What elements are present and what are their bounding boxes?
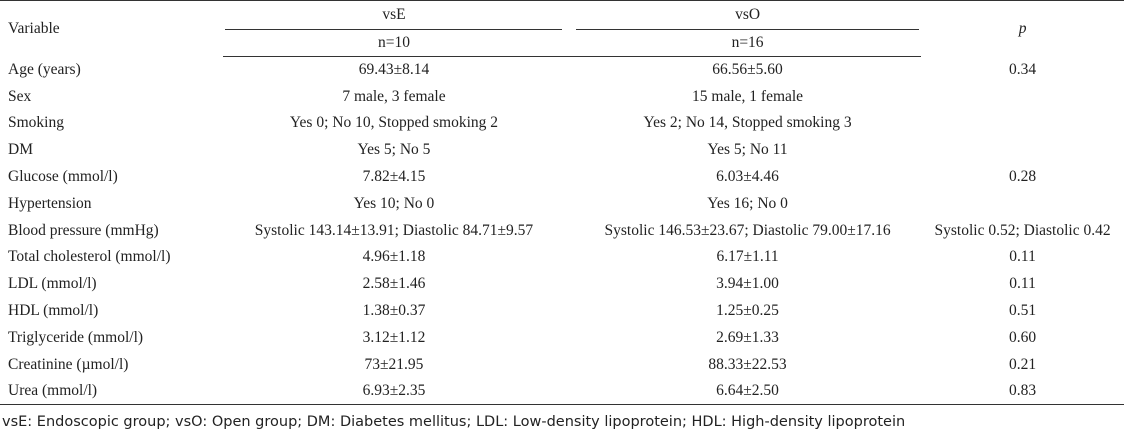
cell-gap xyxy=(564,298,574,325)
cell-gap xyxy=(564,271,574,298)
header-vse-n: n=10 xyxy=(223,29,565,57)
cell-vse: 69.43±8.14 xyxy=(358,61,430,79)
cell-p: 0.51 xyxy=(1009,302,1037,320)
cell-p: Systolic 0.52; Diastolic 0.42 xyxy=(934,221,1111,239)
table-row: Creatinine (µmol/l) 73±21.95 88.33±22.53… xyxy=(0,351,1124,378)
cell-variable: DM xyxy=(8,141,33,159)
header-vso-n: n=16 xyxy=(574,29,922,57)
cell-variable: Urea (mmol/l) xyxy=(0,378,224,406)
cell-vse: Systolic 143.14±13.91; Diastolic 84.71±9… xyxy=(254,221,534,239)
cell-vse: 4.96±1.18 xyxy=(362,248,426,266)
cell-gap xyxy=(564,244,574,271)
cell-gap xyxy=(564,137,574,164)
cell-p: 0.11 xyxy=(1009,248,1036,266)
cell-vso: 88.33±22.53 xyxy=(708,355,787,373)
cell-p: 0.60 xyxy=(1009,328,1037,346)
cell-vso: 15 male, 1 female xyxy=(692,87,804,105)
header-vso: vsO xyxy=(574,0,922,30)
cell-vso: Yes 2; No 14, Stopped smoking 3 xyxy=(643,114,852,132)
cell-variable: Smoking xyxy=(8,114,64,132)
cell-vse: 2.58±1.46 xyxy=(362,275,426,293)
cell-vso: 1.25±0.25 xyxy=(716,302,779,320)
cell-p: 0.83 xyxy=(921,378,1124,406)
table-row: Glucose (mmol/l) 7.82±4.15 6.03±4.46 0.2… xyxy=(0,164,1124,191)
cell-vso: 6.64±2.50 xyxy=(574,378,922,406)
header-variable: Variable xyxy=(0,0,224,57)
table-row: Smoking Yes 0; No 10, Stopped smoking 2 … xyxy=(0,110,1124,137)
cell-vso: 3.94±1.00 xyxy=(716,275,779,293)
table-row: Blood pressure (mmHg) Systolic 143.14±13… xyxy=(0,217,1124,244)
header-gap-n xyxy=(564,29,574,57)
cell-variable: Glucose (mmol/l) xyxy=(8,168,118,186)
cell-gap xyxy=(564,110,574,137)
cell-variable: Sex xyxy=(8,87,32,105)
cell-p: 0.11 xyxy=(1009,275,1036,293)
cell-p xyxy=(921,83,1124,110)
cell-vse: 7.82±4.15 xyxy=(362,168,426,186)
cell-vso: Yes 5; No 11 xyxy=(707,141,788,159)
cell-variable: Blood pressure (mmHg) xyxy=(8,221,159,239)
cell-gap xyxy=(564,164,574,191)
cell-gap xyxy=(564,378,574,406)
cell-vso: 2.69±1.33 xyxy=(716,328,779,346)
cell-vse: 6.93±2.35 xyxy=(223,378,565,406)
cell-variable: Total cholesterol (mmol/l) xyxy=(8,248,171,266)
cell-variable: Age (years) xyxy=(8,60,81,78)
table-row: LDL (mmol/l) 2.58±1.46 3.94±1.00 0.11 xyxy=(0,271,1124,298)
cell-variable: Hypertension xyxy=(8,194,92,212)
cell-p: 0.28 xyxy=(1009,168,1037,186)
header-gap xyxy=(564,0,574,30)
cell-vso: 6.03±4.46 xyxy=(716,168,779,186)
table-row: DM Yes 5; No 5 Yes 5; No 11 xyxy=(0,137,1124,164)
cell-vse: 73±21.95 xyxy=(364,355,424,373)
cell-vso: 66.56±5.60 xyxy=(712,61,783,79)
cell-variable: HDL (mmol/l) xyxy=(8,302,99,320)
cell-variable: Triglyceride (mmol/l) xyxy=(8,328,144,346)
cell-vse: 3.12±1.12 xyxy=(362,328,426,346)
cell-vse: Yes 5; No 5 xyxy=(357,141,431,159)
table-row: Hypertension Yes 10; No 0 Yes 16; No 0 xyxy=(0,190,1124,217)
cell-gap xyxy=(564,57,574,84)
cell-vse: Yes 10; No 0 xyxy=(353,194,435,212)
table-row: HDL (mmol/l) 1.38±0.37 1.25±0.25 0.51 xyxy=(0,298,1124,325)
cell-p xyxy=(921,190,1124,217)
table-row: Total cholesterol (mmol/l) 4.96±1.18 6.1… xyxy=(0,244,1124,271)
cell-p: 0.34 xyxy=(1009,60,1037,78)
cell-gap xyxy=(564,83,574,110)
cell-variable: Creatinine (µmol/l) xyxy=(8,355,129,373)
cell-p: 0.21 xyxy=(1009,355,1037,373)
cell-gap xyxy=(564,324,574,351)
table-row: Age (years) 69.43±8.14 66.56±5.60 0.34 xyxy=(0,57,1124,84)
header-row: Variable vsE vsO p xyxy=(0,0,1124,57)
table-row: Urea (mmol/l) 6.93±2.35 6.64±2.50 0.83 xyxy=(0,378,1124,406)
cell-variable: LDL (mmol/l) xyxy=(8,275,97,293)
header-vse: vsE xyxy=(223,0,565,30)
header-n-row: n=10 n=16 xyxy=(0,29,1124,57)
cell-gap xyxy=(564,351,574,378)
cell-vse: 1.38±0.37 xyxy=(362,302,426,320)
header-p: p xyxy=(921,0,1124,57)
table-row: Sex 7 male, 3 female 15 male, 1 female xyxy=(0,83,1124,110)
cell-vse: 7 male, 3 female xyxy=(342,87,446,105)
cell-gap xyxy=(564,217,574,244)
table-row: Triglyceride (mmol/l) 3.12±1.12 2.69±1.3… xyxy=(0,324,1124,351)
table-footnote: vsE: Endoscopic group; vsO: Open group; … xyxy=(2,414,906,430)
cell-vse: Yes 0; No 10, Stopped smoking 2 xyxy=(289,114,499,132)
patient-characteristics-table: Variable vsE vsO p n=10 n=16 Age (years)… xyxy=(0,0,1124,406)
cell-vso: 6.17±1.11 xyxy=(716,248,779,266)
cell-p xyxy=(921,110,1124,137)
cell-vso: Systolic 146.53±23.67; Diastolic 79.00±1… xyxy=(604,221,891,239)
cell-gap xyxy=(564,190,574,217)
cell-p xyxy=(921,137,1124,164)
cell-vso: Yes 16; No 0 xyxy=(707,194,788,212)
